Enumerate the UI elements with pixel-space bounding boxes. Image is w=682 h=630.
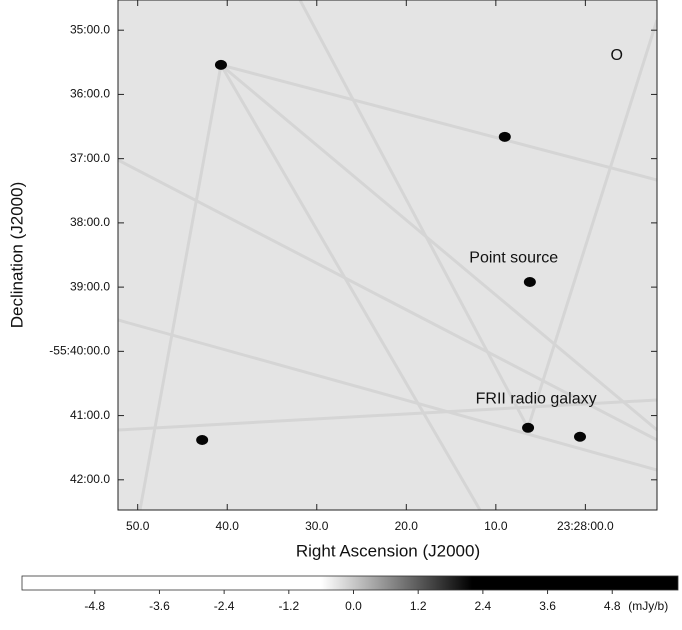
colorbar-tick-label: 4.8 <box>604 599 621 613</box>
x-tick-label: 30.0 <box>305 519 329 533</box>
streaks <box>118 0 657 510</box>
y-tick-label: 42:00.0 <box>70 472 110 486</box>
y-tick-label: -55:40:00.0 <box>49 344 110 358</box>
frame <box>117 0 658 511</box>
radio-source <box>574 431 586 442</box>
radio-source <box>498 131 511 142</box>
radio-source <box>196 434 209 445</box>
colorbar-tick-label: 1.2 <box>410 599 427 613</box>
colorbar-tick-label: 2.4 <box>475 599 492 613</box>
colorbar-tick-label: 0.0 <box>345 599 362 613</box>
y-tick-label: 38:00.0 <box>70 215 110 229</box>
x-tick-label: 50.0 <box>126 519 150 533</box>
annotation: O <box>610 47 622 64</box>
y-tick-label: 39:00.0 <box>70 279 110 293</box>
colorbar-tick-label: 3.6 <box>539 599 556 613</box>
x-axis-label: Right Ascension (J2000) <box>296 541 480 560</box>
y-tick-label: 41:00.0 <box>70 408 110 422</box>
y-tick-label: 37:00.0 <box>70 151 110 165</box>
colorbar-unit: (mJy/b) <box>628 599 668 613</box>
y-tick-label: 35:00.0 <box>70 22 110 36</box>
colorbar <box>21 575 679 591</box>
annotation: FRII radio galaxy <box>476 391 597 408</box>
colorbar-tick-label: -4.8 <box>84 599 105 613</box>
radio-source <box>523 276 536 287</box>
x-tick-label: 23:28:00.0 <box>557 519 614 533</box>
x-tick-label: 40.0 <box>216 519 240 533</box>
colorbar-tick-label: -2.4 <box>214 599 235 613</box>
y-axis-label: Declination (J2000) <box>7 182 26 328</box>
colorbar-tick-label: -3.6 <box>149 599 170 613</box>
y-tick-label: 36:00.0 <box>70 87 110 101</box>
colorbar-tick-label: -1.2 <box>278 599 299 613</box>
x-tick-label: 10.0 <box>484 519 508 533</box>
x-tick-label: 20.0 <box>395 519 419 533</box>
radio-source <box>522 422 535 433</box>
annotation: Point source <box>469 249 558 266</box>
radio-source <box>214 59 227 70</box>
